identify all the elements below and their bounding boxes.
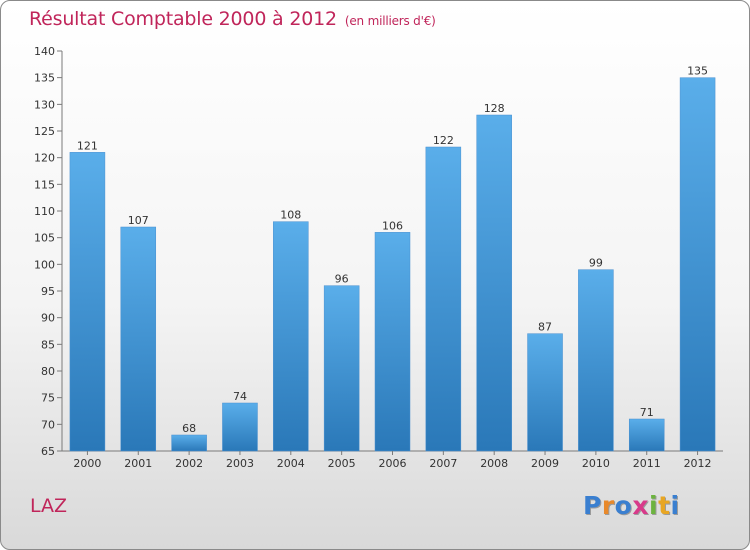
data-label-2009: 87 [538,321,552,334]
x-tick-label-2001: 2001 [124,457,152,470]
y-tick-label: 105 [34,232,55,245]
title-unit: (en milliers d'€) [344,14,436,28]
data-label-2003: 74 [233,390,247,403]
data-label-2011: 71 [640,406,654,419]
data-label-2006: 106 [382,219,403,232]
logo-letter: x [632,491,649,520]
y-tick-label: 95 [41,285,55,298]
bar-2005 [323,285,360,452]
bar-2009 [527,333,563,452]
x-tick-label-2012: 2012 [684,457,712,470]
data-label-2008: 128 [484,102,505,115]
x-tick-label-2005: 2005 [328,457,356,470]
x-tick-label-2011: 2011 [633,457,661,470]
bar-2010 [578,269,614,452]
bar-2003 [222,402,258,452]
logo-letter: P [583,491,602,520]
bar-2006 [374,232,411,452]
y-tick-label: 70 [41,418,55,431]
chart-title: Résultat Comptable 2000 à 2012 (en millie… [29,8,436,30]
y-tick-label: 125 [34,125,55,138]
logo-letter: o [614,491,633,520]
y-tick-label: 110 [34,205,55,218]
title-text: Résultat Comptable 2000 à 2012 [29,8,337,30]
y-tick-label: 130 [34,98,55,111]
x-tick-label-2000: 2000 [73,457,101,470]
data-label-2007: 122 [433,134,454,147]
x-tick-label-2002: 2002 [175,457,203,470]
x-tick-label-2009: 2009 [531,457,559,470]
logo-letter: i [649,491,659,520]
logo-letter: i [670,491,680,520]
logo-letter: r [601,491,615,520]
y-tick-label: 140 [34,45,55,58]
y-tick-label: 65 [41,445,55,458]
bar-2012 [679,77,716,452]
commune-name: LAZ [30,495,68,517]
x-tick-label-2007: 2007 [429,457,457,470]
bar-2002 [171,434,207,452]
bar-2011 [628,418,665,452]
y-tick-label: 135 [34,72,55,85]
y-tick-label: 80 [41,365,55,378]
proxiti-logo: Proxiti [583,491,680,520]
bar-2007 [425,146,462,452]
y-tick-label: 100 [34,258,55,271]
data-label-2002: 68 [182,422,196,435]
data-label-2004: 108 [280,209,301,222]
y-tick-label: 120 [34,152,55,165]
x-tick-label-2004: 2004 [277,457,305,470]
x-tick-label-2003: 2003 [226,457,254,470]
bar-2000 [69,152,106,452]
bars-group: 121 2000 107 2001 68 2002 74 2003 108 2004 96 2005 1… [69,65,716,470]
data-label-2000: 121 [77,139,98,152]
bar-2001 [120,226,157,452]
x-tick-label-2008: 2008 [480,457,508,470]
logo-letter: t [658,491,671,520]
bar-2008 [476,114,512,452]
y-tick-label: 90 [41,312,55,325]
x-tick-label-2006: 2006 [379,457,407,470]
data-label-2010: 99 [589,257,603,270]
y-tick-label: 75 [41,392,55,405]
data-label-2012: 135 [687,65,708,78]
y-tick-label: 115 [34,178,55,191]
bar-2004 [273,221,309,452]
data-label-2001: 107 [128,214,149,227]
x-tick-label-2010: 2010 [582,457,610,470]
y-tick-label: 85 [41,338,55,351]
data-label-2005: 96 [335,273,349,286]
